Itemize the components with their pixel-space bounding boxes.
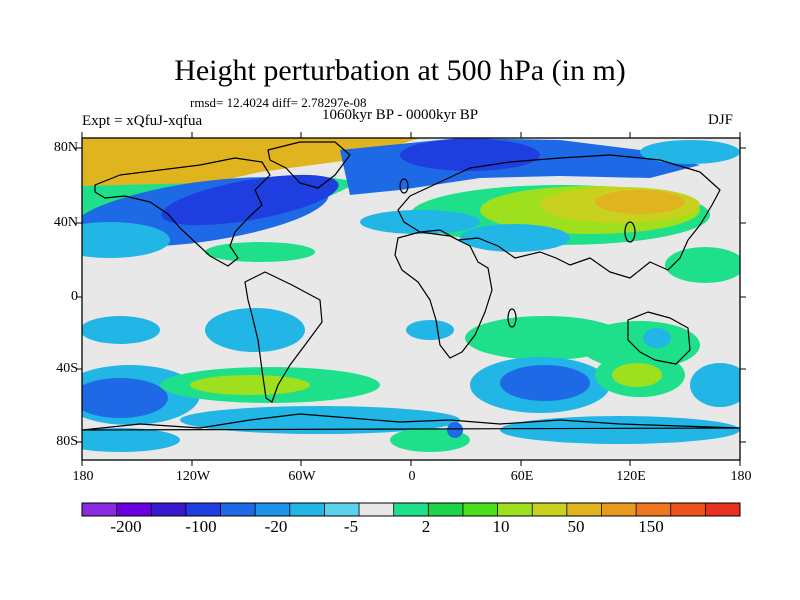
- southern-ocean-blue-west: [180, 406, 460, 434]
- australia-blue-spot: [643, 328, 671, 348]
- sh-yellow-ridge: [612, 363, 662, 387]
- pacific-shallow-trough: [82, 222, 170, 258]
- colorbar: [81, 502, 741, 517]
- colorbar-swatch: [324, 503, 360, 516]
- lon-label-180e: 180: [730, 469, 752, 484]
- period-label: 1060kyr BP - 0000kyr BP: [321, 107, 479, 123]
- lat-label-40s: 40S: [56, 361, 78, 376]
- rmsd-diff-stats: rmsd= 12.4024 diff= 2.78297e-08: [190, 95, 367, 110]
- colorbar-swatch: [255, 503, 291, 516]
- colorbar-label-6: 10: [492, 517, 510, 536]
- colorbar-swatch: [82, 503, 117, 516]
- colorbar-label-4: -5: [343, 517, 359, 536]
- hudson-trough-core: [161, 174, 339, 226]
- lon-label-120e: 120E: [616, 469, 646, 484]
- plot-title: Height perturbation at 500 hPa (in m): [174, 54, 626, 87]
- colorbar-swatch: [359, 503, 394, 516]
- colorbar-label-3: -20: [264, 517, 288, 536]
- lat-label-40n: 40N: [53, 215, 78, 230]
- lon-label-0: 0: [408, 469, 416, 484]
- central-asia-trough: [460, 224, 570, 252]
- ross-sea-blue: [82, 428, 180, 452]
- colorbar-swatch: [566, 503, 602, 516]
- colorbar-swatch: [289, 503, 325, 516]
- axis-ticks: [76, 132, 746, 466]
- barents-trough-core: [400, 139, 540, 171]
- greenland-coast: [267, 141, 351, 189]
- lat-label-80n: 80N: [53, 140, 78, 155]
- colorbar-swatch: [428, 503, 464, 516]
- australia-coast: [627, 311, 691, 365]
- mediterranean-trough: [360, 210, 480, 234]
- colorbar-label-1: -200: [110, 517, 142, 536]
- sw-pacific-blue: [82, 316, 160, 344]
- subtropic-green-atlantic: [205, 242, 315, 262]
- sh-pacific-trough: [82, 378, 168, 418]
- colorbar-swatch: [220, 503, 256, 516]
- colorbar-swatch: [462, 503, 498, 516]
- colorbar-label-7: 50: [567, 517, 585, 536]
- colorbar-swatch: [601, 503, 637, 516]
- coastlines: [82, 141, 740, 431]
- west-pacific-green: [665, 247, 740, 283]
- australia-green: [580, 321, 700, 369]
- lon-label-120w: 120W: [175, 469, 211, 484]
- colorbar-swatch: [393, 503, 429, 516]
- colorbar-label-5: 2: [421, 517, 431, 536]
- lat-label-80s: 80S: [56, 434, 78, 449]
- antarctic-blue-spot: [447, 422, 463, 438]
- madagascar-coast: [507, 308, 517, 328]
- colorbar-swatch: [185, 503, 221, 516]
- height-field: [82, 138, 740, 460]
- experiment-label: Expt = xQfuJ-xqfua: [82, 113, 203, 129]
- colorbar-label-8: 150: [638, 517, 664, 536]
- dateline-sh-trough: [690, 363, 740, 407]
- lon-label-60e: 60E: [510, 469, 534, 484]
- colorbar-label-2: -100: [185, 517, 217, 536]
- south-america-coast: [244, 271, 323, 403]
- bering-shallow-trough: [640, 140, 740, 164]
- sh-yellow-band: [190, 375, 310, 395]
- colorbar-swatch: [705, 503, 741, 516]
- season-label: DJF: [708, 112, 734, 128]
- southern-ocean-blue-east: [500, 416, 740, 444]
- antarctica-coast: [82, 413, 740, 431]
- colorbar-frame: [81, 502, 741, 517]
- lon-label-180w: 180: [72, 469, 94, 484]
- colorbar-swatch: [670, 503, 706, 516]
- north-america-coast: [94, 157, 271, 267]
- lat-label-0: 0: [71, 289, 78, 304]
- africa-coast: [394, 231, 493, 359]
- siberian-ridge-core: [595, 190, 685, 214]
- atlantic-trop-blue: [406, 320, 454, 340]
- british-isles-coast: [399, 178, 409, 194]
- eurasia-coast: [397, 154, 721, 279]
- lon-label-60w: 60W: [288, 469, 316, 484]
- colorbar-swatch: [116, 503, 152, 516]
- colorbar-swatch: [532, 503, 568, 516]
- colorbar-swatch: [636, 503, 672, 516]
- japan-coast: [624, 221, 636, 243]
- colorbar-swatch: [151, 503, 187, 516]
- indian-sh-trough: [500, 365, 590, 401]
- colorbar-swatch: [497, 503, 533, 516]
